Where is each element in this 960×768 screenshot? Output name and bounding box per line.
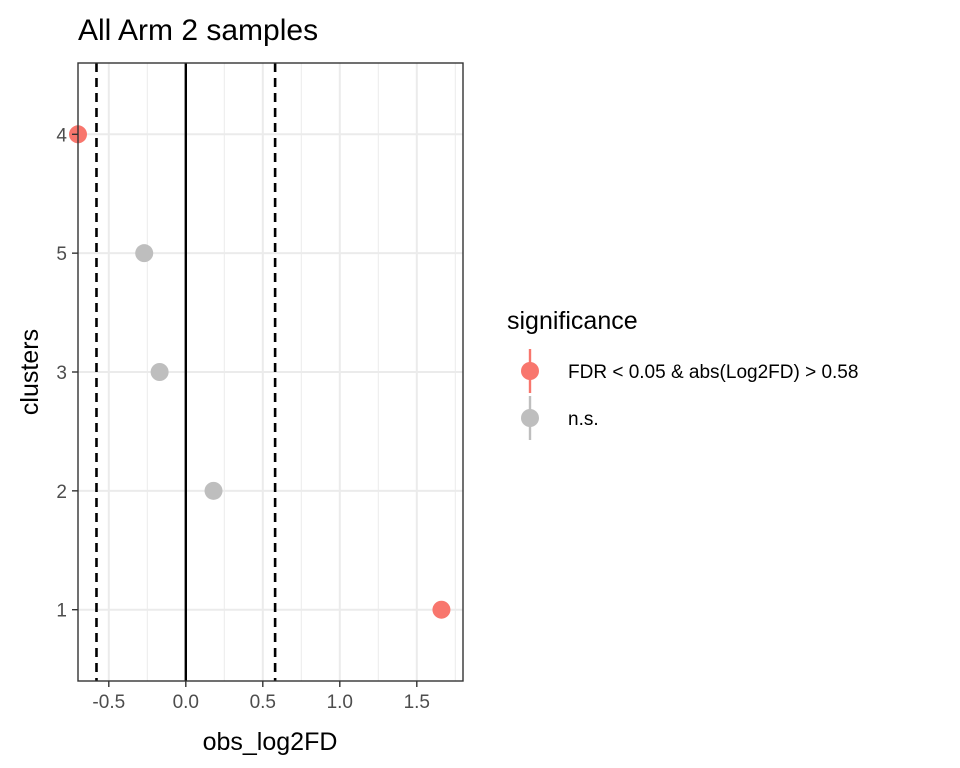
x-axis-title: obs_log2FD <box>203 728 338 756</box>
data-point-cluster-1 <box>432 600 451 619</box>
legend-key-point <box>521 362 539 380</box>
y-tick-label: 3 <box>56 363 67 384</box>
legend-key-point <box>521 409 539 427</box>
plot-area: -0.5 0.0 0.5 1.0 1.5 1 2 3 5 4 <box>56 62 464 713</box>
x-tick-label: -0.5 <box>92 692 125 713</box>
x-tick-label: 0.5 <box>250 692 276 713</box>
data-point-cluster-5 <box>135 244 154 263</box>
chart-title: All Arm 2 samples <box>78 14 318 47</box>
legend-label: n.s. <box>568 409 599 430</box>
x-tick-label: 1.5 <box>404 692 430 713</box>
y-tick-label: 4 <box>56 125 67 146</box>
y-tick-label: 5 <box>56 244 67 265</box>
y-tick-label: 2 <box>56 482 67 503</box>
legend-label: FDR < 0.05 & abs(Log2FD) > 0.58 <box>568 362 858 383</box>
legend: significance FDR < 0.05 & abs(Log2FD) > … <box>507 307 858 440</box>
legend-title: significance <box>507 307 638 335</box>
x-tick-label: 1.0 <box>327 692 353 713</box>
data-point-cluster-2 <box>204 481 223 500</box>
y-axis-title: clusters <box>16 329 44 415</box>
y-tick-label: 1 <box>56 601 67 622</box>
data-point-cluster-3 <box>150 363 169 381</box>
x-tick-label: 0.0 <box>173 692 199 713</box>
